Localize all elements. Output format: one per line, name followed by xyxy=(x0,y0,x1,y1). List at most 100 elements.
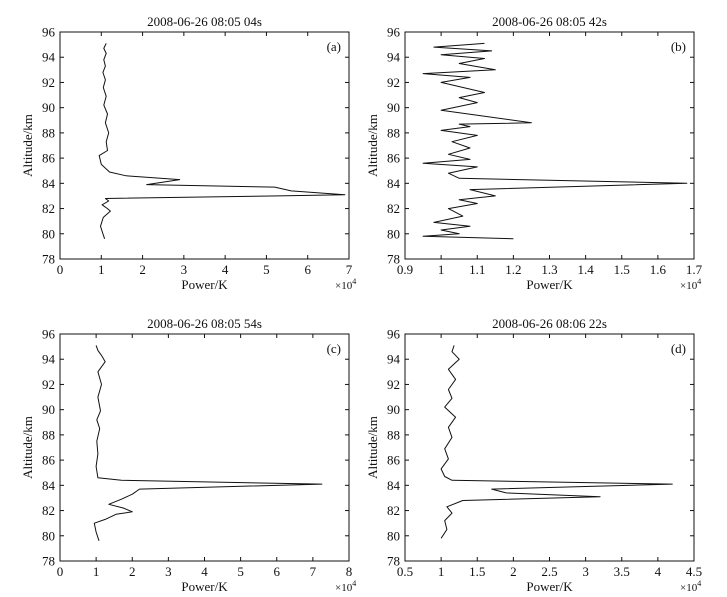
x-tick-label: 5 xyxy=(237,564,244,579)
plot-frame xyxy=(404,31,695,260)
x-axis-label: Power/K xyxy=(526,579,573,594)
x-tick-label: 7 xyxy=(346,262,353,277)
panel-label: (a) xyxy=(327,39,341,54)
multiplier-base: ×10 xyxy=(680,280,698,292)
y-tick-label: 78 xyxy=(387,554,400,569)
x-tick-label: 0 xyxy=(57,564,64,579)
y-tick-label: 82 xyxy=(387,503,400,518)
panel-label: (d) xyxy=(671,341,686,356)
x-axis-label: Power/K xyxy=(181,579,228,594)
y-tick-label: 86 xyxy=(42,453,56,468)
y-tick-label: 80 xyxy=(42,528,55,543)
multiplier-base: ×10 xyxy=(680,582,698,594)
y-tick-label: 90 xyxy=(387,402,400,417)
multiplier-exponent: 4 xyxy=(352,579,356,588)
y-tick-label: 94 xyxy=(387,50,401,65)
series-line xyxy=(93,345,323,541)
plot-frame xyxy=(404,333,695,562)
y-axis-label: Altitude/km xyxy=(20,114,35,177)
x-tick-label: 1.5 xyxy=(614,262,630,277)
y-tick-label: 88 xyxy=(387,125,400,140)
panel-label: (c) xyxy=(327,341,341,356)
x-axis-label: Power/K xyxy=(181,277,228,292)
y-axis-label: Altitude/km xyxy=(20,416,35,479)
y-tick-label: 94 xyxy=(42,352,56,367)
x-tick-label: 1 xyxy=(93,564,100,579)
y-tick-label: 96 xyxy=(42,25,56,40)
y-tick-label: 82 xyxy=(42,503,55,518)
multiplier-exponent: 4 xyxy=(697,579,701,588)
y-tick-label: 92 xyxy=(42,75,55,90)
y-tick-label: 88 xyxy=(387,427,400,442)
y-tick-label: 92 xyxy=(387,75,400,90)
chart-panel-3: 0 1 2 3 4 5 6 7 8788082848688909294962008-06-26 … xyxy=(20,316,356,594)
panel-label: (b) xyxy=(671,39,686,54)
x-tick-label: 3 xyxy=(181,262,188,277)
y-tick-label: 96 xyxy=(42,327,56,342)
plot-frame xyxy=(59,31,350,260)
y-tick-label: 84 xyxy=(42,478,56,493)
x-multiplier-label: ×104 xyxy=(680,277,701,292)
series-line xyxy=(440,345,673,539)
series-line xyxy=(422,42,688,240)
y-tick-label: 80 xyxy=(387,226,400,241)
y-tick-label: 88 xyxy=(42,427,55,442)
y-tick-label: 90 xyxy=(387,100,400,115)
chart-panel-4: 0.5 1 1.5 2 2.5 3 3.5 4 4.5788082848688909294962… xyxy=(365,316,702,594)
y-tick-label: 82 xyxy=(42,201,55,216)
x-tick-label: 4.5 xyxy=(686,564,702,579)
x-multiplier-label: ×104 xyxy=(335,579,356,594)
multiplier-exponent: 4 xyxy=(697,277,701,286)
chart-title: 2008-06-26 08:05 54s xyxy=(147,316,262,331)
x-tick-label: 1.6 xyxy=(650,262,667,277)
x-tick-label: 0.9 xyxy=(397,262,413,277)
y-tick-label: 86 xyxy=(42,151,56,166)
x-tick-label: 4 xyxy=(222,262,229,277)
y-tick-label: 94 xyxy=(387,352,401,367)
x-tick-label: 8 xyxy=(346,564,353,579)
x-tick-label: 3.5 xyxy=(614,564,630,579)
x-tick-label: 0.5 xyxy=(397,564,413,579)
x-tick-label: 7 xyxy=(310,564,317,579)
x-tick-label: 3 xyxy=(165,564,172,579)
x-tick-label: 1.2 xyxy=(505,262,521,277)
x-tick-label: 4 xyxy=(655,564,662,579)
series-line xyxy=(98,43,346,239)
x-tick-label: 1.4 xyxy=(578,262,595,277)
x-tick-label: 1.7 xyxy=(686,262,703,277)
x-tick-label: 1 xyxy=(438,262,445,277)
y-tick-label: 78 xyxy=(42,252,55,267)
x-tick-label: 1 xyxy=(438,564,445,579)
y-tick-label: 92 xyxy=(387,377,400,392)
y-tick-label: 90 xyxy=(42,100,55,115)
x-tick-label: 1.1 xyxy=(469,262,485,277)
y-tick-label: 84 xyxy=(42,176,56,191)
y-tick-label: 82 xyxy=(387,201,400,216)
y-tick-label: 80 xyxy=(387,528,400,543)
y-axis-label: Altitude/km xyxy=(365,416,380,479)
chart-panel-2: 0.9 1 1.1 1.2 1.3 1.4 1.5 1.6 1.7 78 80 82 84 86 88 90 9… xyxy=(365,14,703,292)
y-tick-label: 86 xyxy=(387,151,401,166)
x-tick-label: 2 xyxy=(129,564,136,579)
y-tick-label: 96 xyxy=(387,25,401,40)
x-tick-label: 2 xyxy=(510,564,517,579)
x-tick-label: 3 xyxy=(582,564,589,579)
y-tick-label: 92 xyxy=(42,377,55,392)
y-tick-label: 96 xyxy=(387,327,401,342)
y-tick-label: 80 xyxy=(42,226,55,241)
multiplier-base: ×10 xyxy=(335,280,353,292)
multiplier-base: ×10 xyxy=(335,582,353,594)
chart-title: 2008-06-26 08:05 42s xyxy=(492,14,607,29)
y-axis-label: Altitude/km xyxy=(365,114,380,177)
x-tick-label: 6 xyxy=(274,564,281,579)
x-tick-label: 1.3 xyxy=(541,262,557,277)
y-tick-label: 88 xyxy=(42,125,55,140)
x-tick-label: 2 xyxy=(139,262,146,277)
x-axis-label: Power/K xyxy=(526,277,573,292)
y-tick-label: 86 xyxy=(387,453,401,468)
x-tick-label: 6 xyxy=(304,262,311,277)
y-tick-label: 94 xyxy=(42,50,56,65)
chart-title: 2008-06-26 08:06 22s xyxy=(492,316,607,331)
y-tick-label: 78 xyxy=(42,554,55,569)
